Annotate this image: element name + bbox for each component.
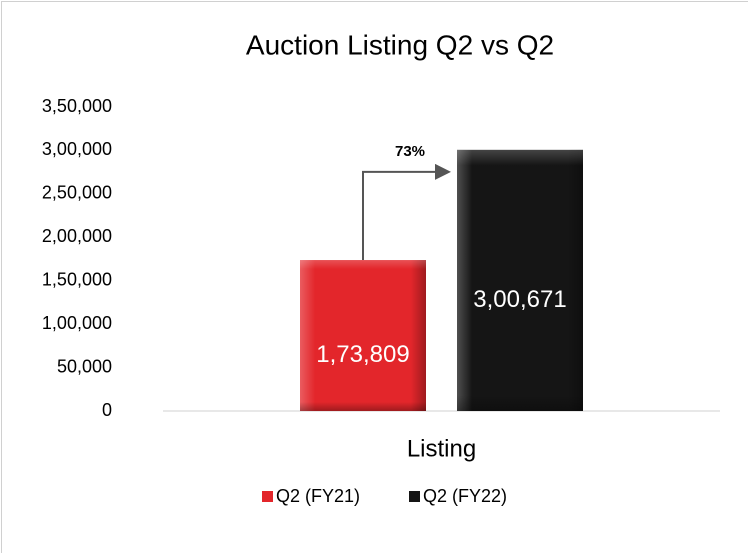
chart-title: Auction Listing Q2 vs Q2 <box>246 29 554 60</box>
y-tick-label: 1,50,000 <box>42 269 112 289</box>
legend-swatch <box>262 491 273 502</box>
y-tick-label: 3,50,000 <box>42 96 112 116</box>
y-tick-label: 2,00,000 <box>42 226 112 246</box>
bar-bevel <box>457 149 583 411</box>
annotation-arrow <box>362 163 451 261</box>
y-tick-label: 0 <box>102 400 112 420</box>
data-label: 3,00,671 <box>473 286 566 313</box>
annotation: 73% <box>395 143 425 160</box>
y-tick-label: 50,000 <box>57 356 112 376</box>
y-tick-label: 3,00,000 <box>42 139 112 159</box>
y-tick-label: 1,00,000 <box>42 313 112 333</box>
legend-label: Q2 (FY21) <box>276 486 360 506</box>
legend-swatch <box>409 491 420 502</box>
bar-bevel <box>300 260 426 411</box>
y-tick-label: 2,50,000 <box>42 183 112 203</box>
data-label: 1,73,809 <box>316 341 409 368</box>
legend-label: Q2 (FY22) <box>423 486 507 506</box>
x-tick-label: Listing <box>407 435 476 462</box>
